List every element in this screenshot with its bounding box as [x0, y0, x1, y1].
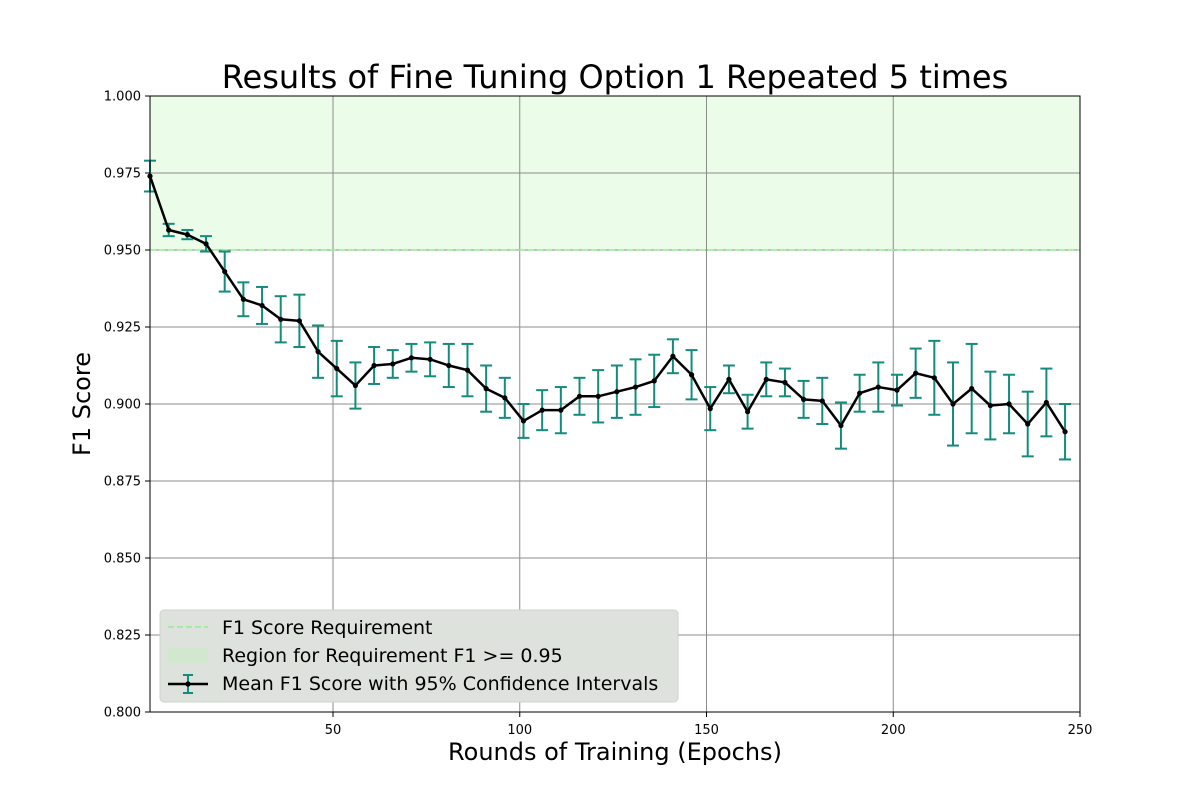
legend-region-label: Region for Requirement F1 >= 0.95: [222, 645, 563, 667]
data-point: [576, 393, 583, 399]
data-point: [987, 402, 993, 409]
data-point: [352, 382, 359, 389]
data-point: [595, 393, 601, 399]
data-point: [464, 367, 471, 373]
data-point: [427, 356, 433, 362]
errorbar-layer: [144, 159, 1072, 461]
y-tick-label: 0.825: [104, 629, 141, 644]
x-tick-label: 50: [325, 723, 342, 738]
data-point: [857, 390, 863, 396]
data-point: [446, 362, 452, 369]
legend: F1 Score Requirement Region for Requirem…: [159, 609, 679, 703]
data-point: [390, 361, 396, 367]
data-point: [203, 241, 209, 247]
y-tick-label: 0.975: [104, 167, 141, 182]
data-point: [913, 370, 919, 376]
series-line-layer: [148, 175, 1067, 433]
data-point: [707, 406, 713, 412]
y-axis-ticks: 0.800 0.825 0.850 0.875 0.900 0.925 0.950 0.975…: [104, 90, 150, 721]
data-point: [950, 401, 956, 407]
data-point: [1025, 421, 1031, 427]
chart-title: Results of Fine Tuning Option 1 Repeated…: [222, 58, 1009, 96]
data-point: [371, 362, 377, 369]
data-point: [166, 227, 172, 233]
y-tick-label: 0.950: [104, 244, 141, 259]
data-point: [184, 232, 190, 238]
legend-requirement-label: F1 Score Requirement: [222, 617, 433, 639]
x-tick-label: 150: [694, 723, 719, 738]
legend-series-marker: [185, 681, 191, 687]
data-point: [782, 379, 788, 386]
data-point: [614, 389, 620, 395]
data-point: [632, 384, 639, 390]
data-point: [1043, 399, 1049, 406]
y-tick-label: 0.800: [104, 706, 141, 721]
legend-box: [159, 609, 679, 703]
y-axis-label: F1 Score: [68, 352, 96, 456]
data-point: [726, 376, 732, 382]
x-tick-label: 250: [1068, 723, 1093, 738]
data-point: [558, 407, 564, 413]
data-point: [931, 375, 937, 381]
legend-series-swatch: [168, 674, 208, 694]
legend-series-label: Mean F1 Score with 95% Confidence Interv…: [222, 673, 658, 695]
y-tick-label: 0.875: [104, 475, 141, 490]
series-point-layer: [147, 173, 1068, 435]
x-axis-ticks: 50 100 150 200 250: [325, 712, 1093, 738]
data-point: [315, 349, 321, 355]
y-tick-label: 1.000: [104, 90, 141, 105]
y-tick-label: 0.900: [104, 398, 141, 413]
data-point: [334, 365, 340, 372]
y-tick-label: 0.925: [104, 321, 141, 336]
series-line: [148, 175, 1067, 433]
data-point: [875, 384, 881, 390]
data-point: [539, 407, 545, 413]
data-point: [222, 268, 228, 275]
x-tick-label: 100: [507, 723, 532, 738]
data-point: [1006, 401, 1012, 407]
data-point: [1062, 429, 1068, 435]
data-point: [838, 422, 844, 429]
data-point: [296, 318, 302, 324]
legend-region-swatch: [168, 648, 208, 663]
data-point: [670, 353, 676, 359]
data-point: [483, 386, 489, 392]
data-point: [763, 376, 769, 382]
x-axis-label: Rounds of Training (Epochs): [448, 738, 782, 766]
y-tick-label: 0.850: [104, 552, 141, 567]
data-point: [688, 372, 695, 378]
data-point: [240, 296, 246, 302]
data-point: [819, 398, 825, 404]
x-tick-label: 200: [881, 723, 906, 738]
data-point: [651, 378, 657, 384]
data-point: [408, 355, 415, 361]
data-point: [278, 316, 284, 322]
data-point: [801, 396, 807, 402]
data-point: [894, 387, 900, 393]
data-point: [259, 302, 265, 309]
data-point: [520, 418, 527, 424]
data-point: [969, 386, 975, 392]
data-point: [744, 409, 751, 415]
data-point: [502, 395, 508, 401]
